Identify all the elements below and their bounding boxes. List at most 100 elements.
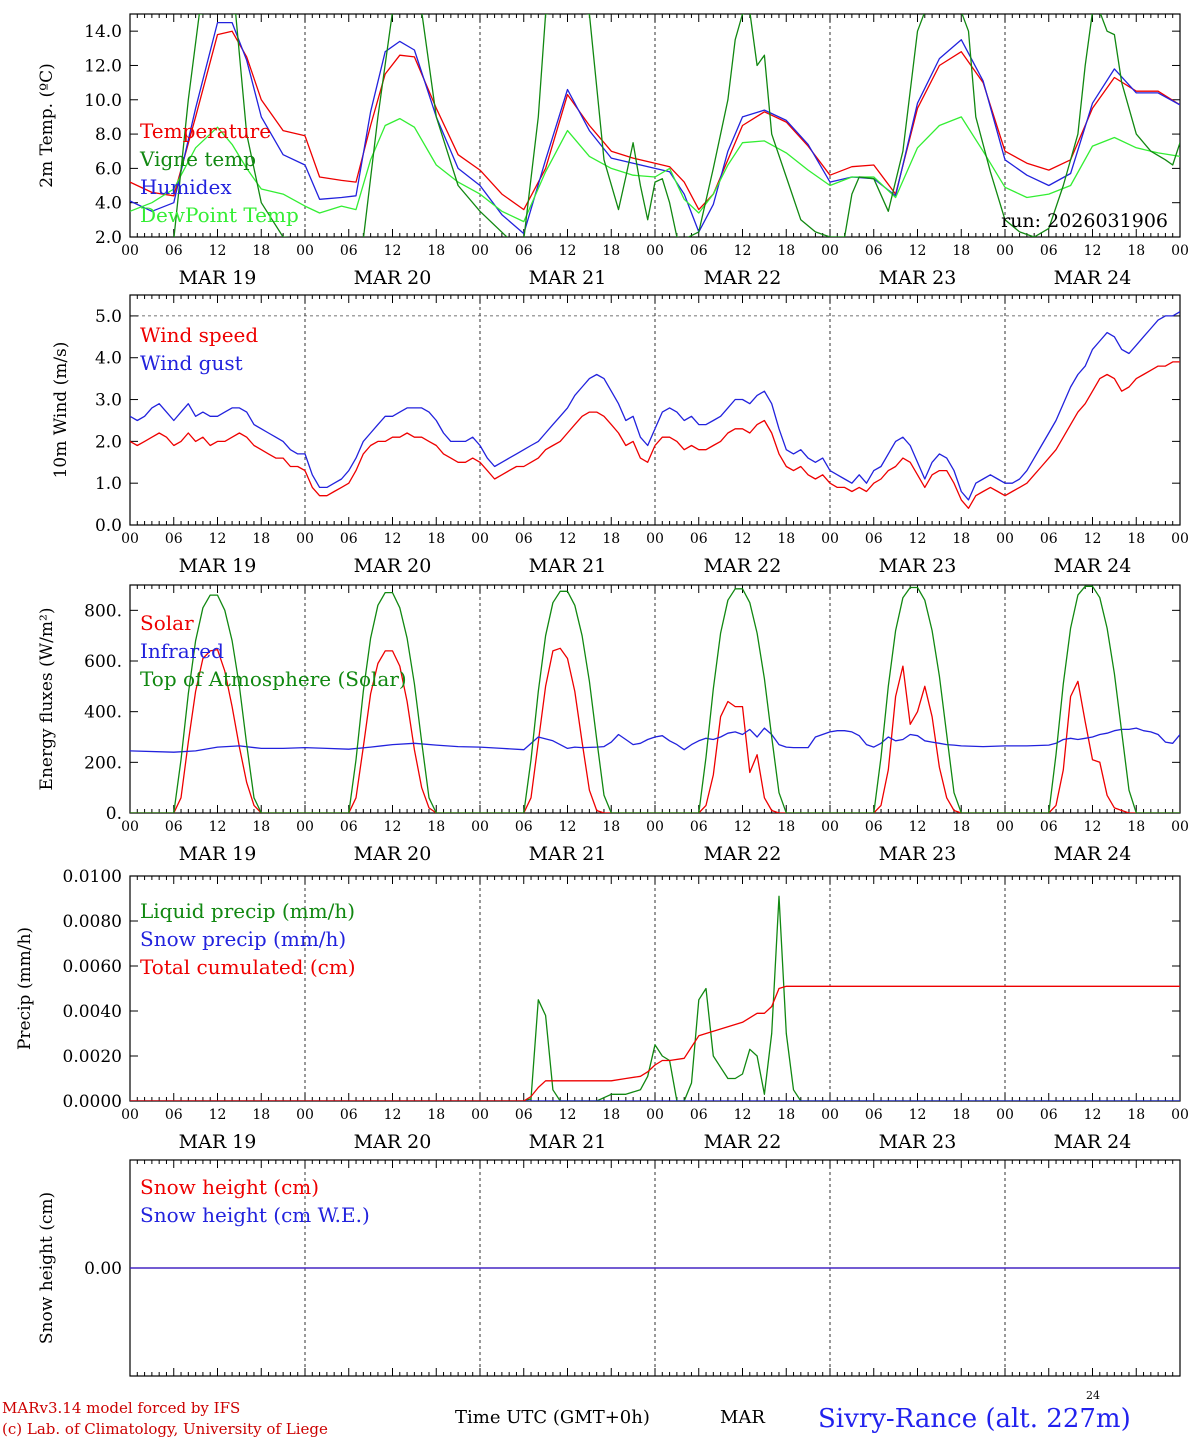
day-label: MAR 22: [704, 1131, 782, 1153]
legend-entry: Total cumulated (cm): [140, 955, 356, 979]
x-tick-label: 00: [471, 531, 489, 547]
y-tick-label: 0.0000: [63, 1092, 122, 1112]
x-tick-label: 06: [690, 531, 708, 547]
x-tick-label: 06: [1040, 531, 1058, 547]
legend-entry: Vigne temp: [139, 147, 256, 171]
y-tick-label: 0.0080: [63, 912, 122, 932]
x-tick-label: 12: [909, 243, 927, 259]
day-label: MAR 20: [354, 555, 432, 577]
y-tick-label: 0.00: [84, 1259, 122, 1279]
x-tick-label: 06: [165, 819, 183, 835]
x-tick-label: 06: [865, 531, 883, 547]
day-label: MAR 21: [529, 555, 607, 577]
x-tick-label: 18: [952, 819, 970, 835]
x-tick-label: 18: [252, 819, 270, 835]
wind-speed-line: [130, 361, 1180, 509]
y-tick-label: 400.: [84, 703, 122, 723]
y-tick-label: 10.0: [84, 91, 122, 111]
x-tick-label: 12: [209, 243, 227, 259]
x-tick-label: 12: [734, 819, 752, 835]
x-tick-label: 18: [952, 1107, 970, 1123]
x-tick-label: 18: [602, 819, 620, 835]
x-tick-label: 18: [952, 243, 970, 259]
day-label: MAR 23: [879, 555, 957, 577]
day-label: MAR 21: [529, 1131, 607, 1153]
energy-panel: 0. 200. 400. 600. 800. Energy fluxes (W/m²) 00…: [37, 584, 1189, 865]
small-number: 24: [1086, 1389, 1100, 1402]
wind-gust-line: [130, 311, 1180, 501]
day-label: MAR 20: [354, 267, 432, 289]
day-label: MAR 24: [1054, 555, 1132, 577]
day-label: MAR 20: [354, 1131, 432, 1153]
day-label: MAR 22: [704, 267, 782, 289]
x-tick-label: 12: [384, 243, 402, 259]
x-tick-label: 12: [909, 1107, 927, 1123]
y-axis-label: Snow height (cm): [37, 1192, 57, 1344]
total-cumulated-cm-line: [130, 985, 1180, 1101]
x-tick-label: 00: [646, 1107, 664, 1123]
x-tick-label: 18: [602, 1107, 620, 1123]
x-tick-label: 18: [602, 243, 620, 259]
legend-entry: Wind speed: [140, 323, 258, 347]
wind-panel: 0.0 1.0 2.0 3.0 4.0 5.0 10m Wind (m/s) 00 06 12 18…: [51, 294, 1189, 577]
x-tick-label: 06: [865, 1107, 883, 1123]
x-tick-label: 06: [515, 1107, 533, 1123]
plot-frame: [129, 294, 1181, 526]
x-tick-label: 00: [1171, 243, 1189, 259]
day-label: MAR 23: [879, 843, 957, 865]
x-tick-label: 12: [1084, 531, 1102, 547]
legend-entry: Snow precip (mm/h): [140, 927, 346, 951]
x-tick-label: 00: [821, 819, 839, 835]
x-tick-label: 18: [252, 531, 270, 547]
x-tick-label: 12: [734, 243, 752, 259]
x-tick-label: 06: [165, 531, 183, 547]
y-tick-label: 6.0: [95, 159, 122, 179]
legend-entry: Wind gust: [140, 351, 243, 375]
y-tick-label: 0.0: [95, 516, 122, 536]
plot-frame: [129, 13, 1181, 238]
y-axis-label: Precip (mm/h): [15, 927, 35, 1050]
x-tick-label: 00: [121, 531, 139, 547]
x-tick-label: 12: [734, 1107, 752, 1123]
y-tick-label: 2.0: [95, 228, 122, 248]
x-tick-label: 06: [515, 819, 533, 835]
x-tick-label: 18: [427, 819, 445, 835]
day-label: MAR 19: [179, 555, 257, 577]
x-tick-label: 12: [734, 531, 752, 547]
x-tick-label: 06: [865, 243, 883, 259]
legend-entry: Solar: [140, 611, 194, 635]
x-tick-label: 00: [996, 1107, 1014, 1123]
x-tick-label: 00: [646, 819, 664, 835]
x-tick-label: 00: [121, 1107, 139, 1123]
day-label: MAR 21: [529, 843, 607, 865]
legend-entry: Liquid precip (mm/h): [140, 899, 355, 923]
y-tick-label: 14.0: [84, 22, 122, 42]
x-tick-label: 00: [646, 531, 664, 547]
x-tick-label: 00: [1171, 1107, 1189, 1123]
x-tick-label: 06: [1040, 243, 1058, 259]
day-label: MAR 19: [179, 843, 257, 865]
x-tick-label: 06: [340, 819, 358, 835]
x-tick-label: 06: [340, 531, 358, 547]
legend-entry: Humidex: [140, 175, 232, 199]
x-tick-label: 00: [821, 1107, 839, 1123]
x-tick-label: 12: [1084, 243, 1102, 259]
x-tick-label: 00: [646, 243, 664, 259]
x-tick-label: 12: [559, 243, 577, 259]
y-tick-label: 0.0020: [63, 1047, 122, 1067]
station-name: Sivry-Rance (alt. 227m): [818, 1404, 1131, 1434]
x-tick-label: 00: [821, 531, 839, 547]
legend-entry: Snow height (cm): [140, 1175, 319, 1199]
x-tick-label: 12: [909, 819, 927, 835]
x-tick-label: 12: [1084, 1107, 1102, 1123]
x-tick-label: 00: [296, 819, 314, 835]
y-axis-label: 2m Temp. (ºC): [37, 63, 57, 188]
model-credit-line1: MARv3.14 model forced by IFS: [2, 1399, 240, 1417]
x-tick-label: 18: [777, 819, 795, 835]
y-tick-label: 12.0: [84, 56, 122, 76]
day-label: MAR 22: [704, 843, 782, 865]
x-tick-label: 18: [1127, 243, 1145, 259]
y-tick-label: 200.: [84, 753, 122, 773]
x-tick-label: 18: [952, 531, 970, 547]
